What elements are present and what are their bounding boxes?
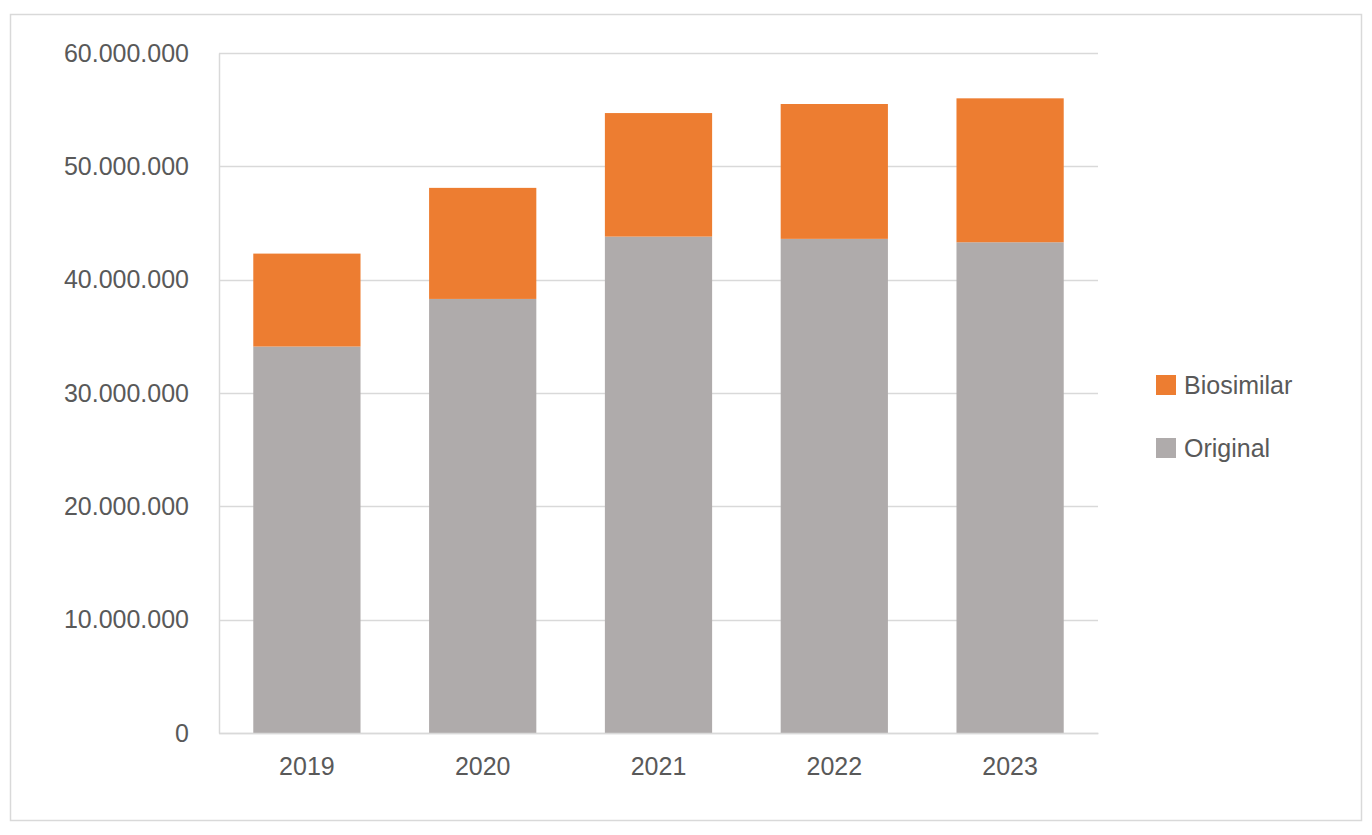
x-axis: 2019 2020 2021 2022 2023: [220, 733, 1099, 780]
legend-label: Original: [1184, 434, 1270, 462]
tick-label: 2019: [279, 752, 335, 780]
grid-line: [219, 733, 1098, 735]
bar: [605, 113, 712, 237]
tick-label: 2022: [806, 752, 862, 780]
bar: [429, 188, 536, 299]
legend-label: Biosimilar: [1184, 371, 1292, 399]
tick-label: 2023: [982, 752, 1038, 780]
tick: 50.000.000: [64, 152, 219, 180]
tick: 20.000.000: [64, 492, 219, 520]
series: [253, 98, 1063, 346]
legend-swatch: [1156, 375, 1176, 395]
legend-item: Biosimilar: [1156, 371, 1292, 399]
axis-line: [220, 733, 1099, 735]
tick: 30.000.000: [64, 379, 219, 407]
tick: 2022: [806, 733, 862, 780]
tick-label: 40.000.000: [64, 265, 189, 293]
tick: 0: [175, 719, 219, 747]
chart: 0 10.000.000 20.000.000 30.000.000 40.000.00…: [0, 0, 1372, 835]
tick: 2019: [279, 733, 335, 780]
bar: [956, 242, 1063, 733]
legend: Biosimilar Original: [1156, 371, 1292, 462]
bar: [429, 299, 536, 733]
tick-label: 60.000.000: [64, 39, 189, 67]
grid: [219, 54, 1098, 734]
tick-label: 10.000.000: [64, 605, 189, 633]
tick: 2023: [982, 733, 1038, 780]
grid-line: [219, 53, 1098, 55]
axis-line: [219, 54, 221, 734]
bar: [253, 347, 360, 733]
tick: 2021: [631, 733, 687, 780]
bar: [781, 239, 888, 733]
bar: [605, 237, 712, 733]
tick-label: 50.000.000: [64, 152, 189, 180]
bar: [781, 104, 888, 239]
tick-label: 2020: [455, 752, 511, 780]
chart-frame: [11, 15, 1362, 821]
tick: 40.000.000: [64, 265, 219, 293]
bars: [253, 98, 1063, 733]
tick: 10.000.000: [64, 605, 219, 633]
tick-label: 2021: [631, 752, 687, 780]
legend-item: Original: [1156, 434, 1270, 462]
bar: [956, 98, 1063, 242]
tick-label: 20.000.000: [64, 492, 189, 520]
tick-label: 30.000.000: [64, 379, 189, 407]
tick: 2020: [455, 733, 511, 780]
bar: [253, 254, 360, 347]
series: [253, 237, 1063, 733]
tick: 60.000.000: [64, 39, 219, 67]
legend-swatch: [1156, 438, 1176, 458]
y-axis: 0 10.000.000 20.000.000 30.000.000 40.000.00…: [64, 39, 220, 747]
tick-label: 0: [175, 719, 189, 747]
